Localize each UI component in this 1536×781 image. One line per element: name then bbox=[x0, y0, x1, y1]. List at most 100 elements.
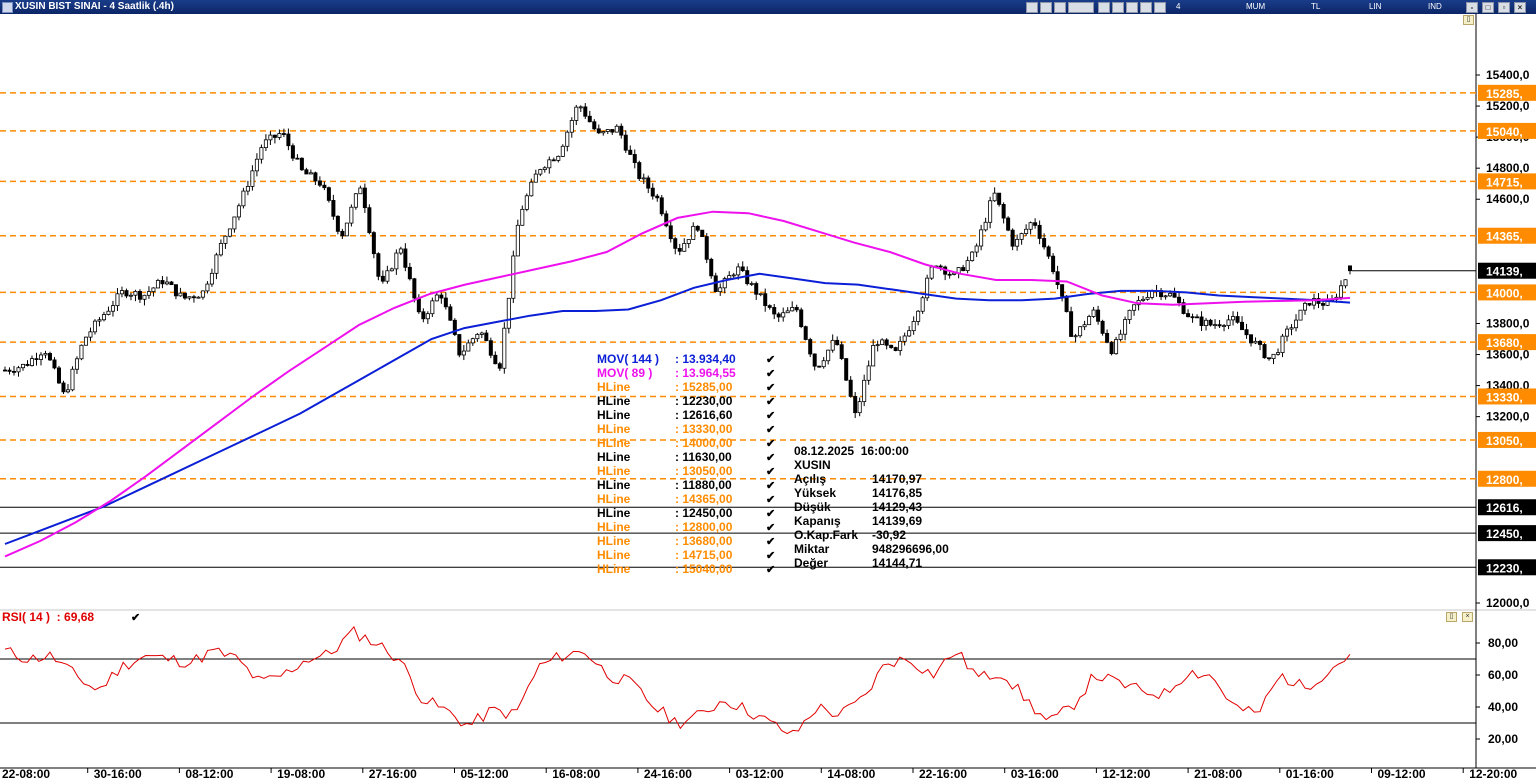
candle[interactable] bbox=[1087, 316, 1092, 326]
legend-check-icon[interactable]: ✔ bbox=[766, 522, 776, 534]
candle[interactable] bbox=[637, 162, 642, 179]
candle[interactable] bbox=[556, 155, 561, 161]
candle[interactable] bbox=[484, 332, 489, 342]
candle[interactable] bbox=[1217, 324, 1222, 327]
candle[interactable] bbox=[281, 133, 286, 135]
candle[interactable] bbox=[727, 275, 732, 279]
candle[interactable] bbox=[79, 344, 84, 360]
legend-check-icon[interactable]: ✔ bbox=[766, 536, 776, 548]
candle[interactable] bbox=[587, 115, 592, 123]
candle[interactable] bbox=[902, 335, 907, 342]
candle[interactable] bbox=[754, 283, 759, 295]
candle[interactable] bbox=[533, 173, 538, 183]
candle[interactable] bbox=[61, 382, 66, 393]
legend-check-icon[interactable]: ✔ bbox=[766, 424, 776, 436]
candle[interactable] bbox=[704, 236, 709, 260]
candle[interactable] bbox=[502, 327, 507, 369]
candle[interactable] bbox=[241, 190, 246, 207]
candle[interactable] bbox=[736, 266, 741, 276]
toolbar-tl[interactable]: TL bbox=[1311, 2, 1321, 11]
candle[interactable] bbox=[250, 170, 255, 187]
legend-check-icon[interactable]: ✔ bbox=[766, 410, 776, 422]
candle[interactable] bbox=[821, 360, 826, 368]
candle[interactable] bbox=[790, 307, 795, 312]
candle[interactable] bbox=[11, 370, 16, 373]
candle[interactable] bbox=[277, 133, 282, 138]
legend-check-icon[interactable]: ✔ bbox=[766, 354, 776, 366]
candle[interactable] bbox=[970, 251, 975, 261]
candle[interactable] bbox=[475, 334, 480, 340]
candle[interactable] bbox=[1105, 332, 1110, 343]
candle[interactable] bbox=[1190, 316, 1195, 319]
legend-check-icon[interactable]: ✔ bbox=[766, 480, 776, 492]
candle[interactable] bbox=[776, 313, 781, 318]
candle[interactable] bbox=[1339, 285, 1344, 298]
candle[interactable] bbox=[835, 339, 840, 346]
candle[interactable] bbox=[1064, 295, 1069, 313]
candle[interactable] bbox=[1001, 204, 1006, 219]
candle[interactable] bbox=[1024, 228, 1029, 234]
candle[interactable] bbox=[929, 266, 934, 279]
candle[interactable] bbox=[691, 225, 696, 240]
candle[interactable] bbox=[200, 290, 205, 298]
rsi-pin-icon[interactable]: ▯ bbox=[1446, 612, 1457, 622]
candle[interactable] bbox=[1091, 309, 1096, 317]
candle[interactable] bbox=[659, 197, 664, 215]
draw-icon[interactable] bbox=[1054, 2, 1066, 13]
candle[interactable] bbox=[88, 331, 93, 338]
candle[interactable] bbox=[263, 139, 268, 149]
period-label[interactable]: 4 Saatlik bbox=[1176, 2, 1201, 25]
candle[interactable] bbox=[371, 232, 376, 255]
candle[interactable] bbox=[1280, 335, 1285, 354]
candle[interactable] bbox=[1177, 296, 1182, 304]
candle[interactable] bbox=[1055, 271, 1060, 285]
candle[interactable] bbox=[218, 243, 223, 256]
candle[interactable] bbox=[1186, 313, 1191, 318]
candle[interactable] bbox=[961, 267, 966, 272]
candle[interactable] bbox=[911, 321, 916, 332]
candle[interactable] bbox=[137, 291, 142, 300]
candle[interactable] bbox=[466, 342, 471, 352]
candle[interactable] bbox=[227, 228, 232, 237]
ma-line-1[interactable] bbox=[4, 210, 1351, 558]
candle[interactable] bbox=[142, 294, 147, 300]
candle[interactable] bbox=[47, 353, 52, 361]
candle[interactable] bbox=[209, 272, 214, 285]
candle[interactable] bbox=[74, 358, 79, 370]
candle[interactable] bbox=[1015, 238, 1020, 247]
candle[interactable] bbox=[362, 187, 367, 209]
candle[interactable] bbox=[376, 253, 381, 277]
candle[interactable] bbox=[56, 367, 61, 384]
candle[interactable] bbox=[443, 297, 448, 308]
candle[interactable] bbox=[124, 290, 129, 297]
ma-line-0[interactable] bbox=[4, 272, 1351, 545]
candle[interactable] bbox=[1222, 325, 1227, 327]
candle[interactable] bbox=[1163, 295, 1168, 298]
candle[interactable] bbox=[853, 396, 858, 414]
candle[interactable] bbox=[844, 358, 849, 381]
candle[interactable] bbox=[1168, 293, 1173, 297]
candle[interactable] bbox=[1114, 339, 1119, 355]
chart-canvas[interactable]: 12000,013200,013400,013600,013800,014600… bbox=[0, 14, 1536, 781]
candle[interactable] bbox=[493, 354, 498, 365]
period-select[interactable] bbox=[1068, 2, 1094, 13]
candle[interactable] bbox=[668, 225, 673, 240]
candle[interactable] bbox=[439, 294, 444, 299]
candle[interactable] bbox=[547, 159, 552, 169]
candle[interactable] bbox=[628, 149, 633, 155]
candle[interactable] bbox=[1096, 309, 1101, 322]
candle[interactable] bbox=[718, 287, 723, 293]
candle[interactable] bbox=[340, 230, 345, 237]
candle[interactable] bbox=[223, 235, 228, 244]
candle[interactable] bbox=[749, 283, 754, 285]
candle[interactable] bbox=[826, 349, 831, 362]
candle[interactable] bbox=[529, 181, 534, 197]
candle[interactable] bbox=[785, 310, 790, 314]
candle[interactable] bbox=[1181, 302, 1186, 314]
settings-icon[interactable] bbox=[1112, 2, 1124, 13]
candle[interactable] bbox=[1132, 304, 1137, 311]
legend-check-icon[interactable]: ✔ bbox=[766, 508, 776, 520]
candle[interactable] bbox=[119, 290, 124, 295]
candle[interactable] bbox=[1231, 316, 1236, 321]
legend-check-icon[interactable]: ✔ bbox=[766, 382, 776, 394]
